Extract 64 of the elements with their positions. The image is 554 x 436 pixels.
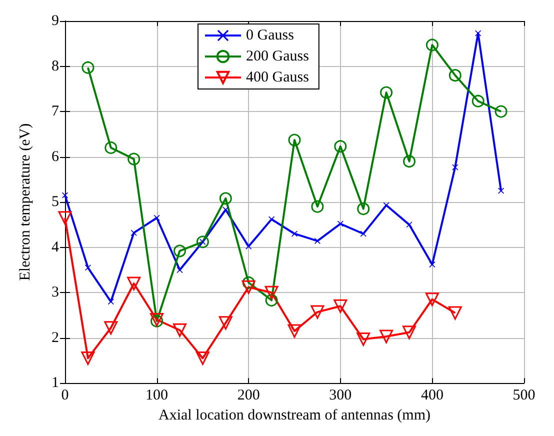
point	[448, 306, 462, 320]
legend-label: 200 Gauss	[246, 48, 310, 64]
point	[334, 299, 348, 313]
point	[173, 323, 186, 337]
x-tick-label: 400	[420, 388, 444, 404]
point	[242, 280, 256, 294]
y-tick-label: 9	[52, 13, 59, 29]
point	[357, 202, 370, 216]
point	[265, 294, 278, 307]
point	[426, 38, 438, 52]
x-axis-title: Axial location downstream of antennas (mm)	[158, 408, 431, 424]
point	[196, 351, 210, 365]
point	[402, 326, 416, 340]
point	[403, 155, 416, 168]
point	[218, 316, 232, 330]
point	[472, 94, 484, 108]
point	[127, 276, 141, 290]
point	[334, 140, 347, 153]
y-tick-label: 6	[52, 148, 60, 165]
x-tick-label: 200	[237, 388, 260, 404]
x-tick-label: 0	[61, 388, 69, 404]
y-tick-label: 3	[52, 284, 59, 301]
point	[356, 332, 370, 346]
point	[425, 292, 439, 306]
point	[58, 211, 72, 225]
point	[310, 305, 324, 319]
y-tick-label: 5	[52, 194, 59, 210]
point	[311, 200, 324, 213]
point	[108, 298, 114, 305]
point	[219, 192, 232, 205]
point	[380, 330, 394, 344]
x-tick-label: 100	[146, 388, 168, 404]
point	[360, 230, 366, 237]
point	[314, 238, 320, 244]
point	[154, 214, 160, 221]
point	[288, 324, 302, 338]
point	[174, 244, 186, 258]
y-axis-title: Electron temperature (eV)	[18, 123, 34, 281]
y-tick-label: 1	[52, 375, 59, 392]
point	[246, 243, 252, 250]
point	[222, 206, 229, 213]
point	[380, 86, 393, 99]
x-tick-label: 500	[512, 388, 536, 404]
x-tick-label: 300	[329, 388, 352, 404]
point	[82, 61, 94, 74]
point	[128, 152, 140, 166]
point	[130, 230, 137, 236]
y-tick-label: 7	[52, 104, 60, 120]
y-tick-label: 8	[52, 58, 59, 74]
point	[196, 236, 209, 248]
point	[288, 134, 301, 146]
point	[242, 276, 255, 289]
y-tick-label: 2	[52, 330, 59, 346]
point	[104, 141, 118, 154]
point	[264, 286, 278, 300]
point	[452, 164, 458, 170]
point	[494, 105, 508, 118]
legend-label: 0 Gauss	[246, 28, 294, 44]
point	[81, 351, 95, 365]
legend-label: 400 Gauss	[246, 70, 310, 86]
point	[406, 222, 412, 228]
point	[448, 69, 462, 82]
point	[104, 321, 118, 335]
y-tick-label: 4	[52, 239, 60, 256]
